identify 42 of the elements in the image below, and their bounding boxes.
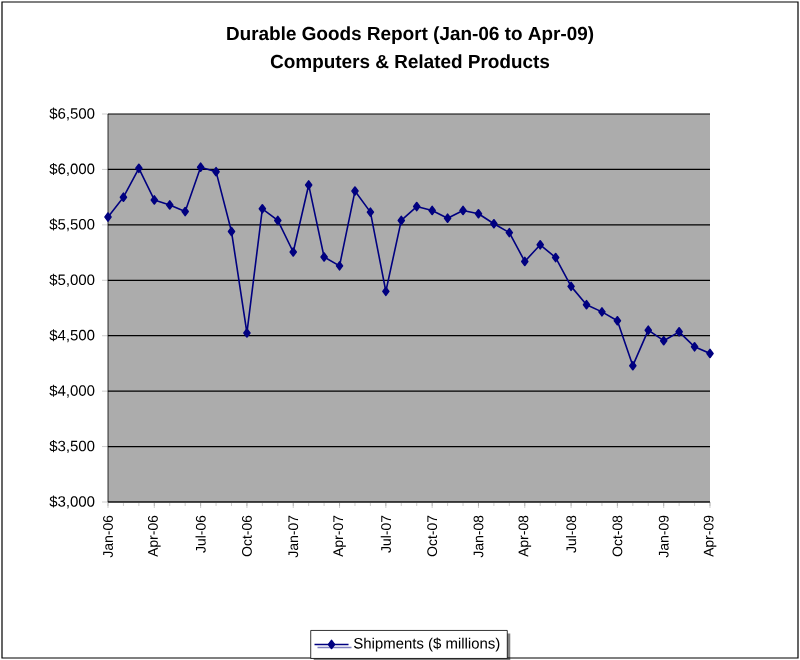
point bbox=[335, 261, 344, 271]
point bbox=[212, 166, 220, 177]
point bbox=[320, 252, 328, 262]
point bbox=[490, 218, 498, 229]
point bbox=[443, 213, 452, 224]
point bbox=[119, 192, 128, 202]
point bbox=[165, 200, 174, 210]
point bbox=[690, 342, 699, 352]
point bbox=[412, 201, 421, 212]
point bbox=[274, 215, 282, 226]
point bbox=[505, 227, 514, 238]
chart-subtitle: Computers & Related Products bbox=[270, 54, 550, 72]
chart-title: Durable Goods Report (Jan-06 to Apr-09) bbox=[227, 26, 594, 44]
point bbox=[135, 163, 143, 174]
point bbox=[366, 207, 375, 217]
point bbox=[551, 252, 560, 263]
point bbox=[644, 325, 653, 335]
point bbox=[459, 205, 467, 216]
point bbox=[289, 247, 298, 257]
point bbox=[104, 212, 112, 222]
point bbox=[706, 348, 714, 359]
point bbox=[196, 162, 205, 173]
point bbox=[243, 328, 251, 338]
point bbox=[351, 186, 359, 196]
point bbox=[428, 205, 436, 216]
point bbox=[567, 281, 575, 292]
point bbox=[258, 203, 267, 214]
point bbox=[675, 327, 683, 337]
point bbox=[227, 226, 236, 237]
point bbox=[659, 335, 668, 346]
point bbox=[613, 315, 622, 326]
point bbox=[598, 307, 606, 317]
point bbox=[474, 208, 483, 219]
point bbox=[582, 299, 591, 310]
point bbox=[382, 286, 390, 297]
point bbox=[520, 256, 529, 267]
point bbox=[150, 195, 159, 205]
point bbox=[536, 240, 545, 250]
point bbox=[629, 360, 637, 371]
point bbox=[304, 180, 313, 190]
point bbox=[181, 206, 189, 217]
point bbox=[397, 215, 406, 226]
